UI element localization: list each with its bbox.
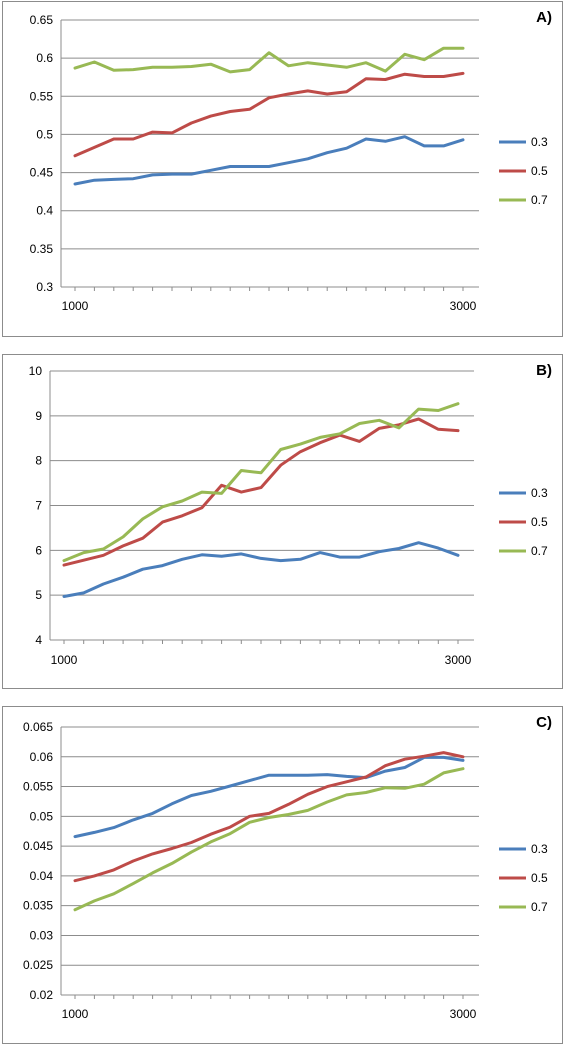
y-tick-label: 0.6 bbox=[36, 51, 53, 65]
series-line-0.7 bbox=[62, 402, 460, 563]
legend-label: 0.7 bbox=[531, 193, 548, 207]
chart-title: A) bbox=[536, 9, 552, 26]
line-chart-b: 4 5 6 7 8 9 10 1000 3000 0.3 0.5 0.7 bbox=[29, 364, 548, 667]
legend-label: 0.5 bbox=[531, 871, 548, 885]
y-tick-label: 0.05 bbox=[30, 809, 54, 823]
y-tick-label: 0.045 bbox=[23, 839, 53, 853]
series-line-0.3 bbox=[73, 135, 465, 186]
line-chart-c: 0.02 0.025 0.03 0.035 0.04 0.045 0.05 0.055 0.06… bbox=[23, 720, 548, 1021]
x-tick-label: 1000 bbox=[62, 299, 89, 313]
chart-title: B) bbox=[536, 362, 552, 379]
chart-title: C) bbox=[536, 714, 552, 731]
chart-panel-c: C) 0.02 0.025 0.03 0.035 0.04 0.045 0.05 0.055 0… bbox=[2, 706, 563, 1044]
y-tick-label: 0.3 bbox=[36, 280, 53, 294]
series-line-0.5 bbox=[73, 751, 465, 883]
y-tick-label: 0.45 bbox=[30, 166, 54, 180]
series-line-0.7 bbox=[73, 767, 465, 912]
y-tick-label: 0.4 bbox=[36, 204, 53, 218]
y-tick-label: 0.65 bbox=[30, 13, 54, 27]
y-tick-label: 0.02 bbox=[30, 988, 54, 1002]
legend-label: 0.7 bbox=[531, 900, 548, 914]
series-line-0.3 bbox=[73, 755, 465, 839]
series-line-0.5 bbox=[62, 417, 460, 567]
x-tick-label: 1000 bbox=[51, 653, 78, 667]
y-tick-label: 5 bbox=[35, 588, 42, 602]
y-tick-label: 0.055 bbox=[23, 780, 53, 794]
y-tick-label: 10 bbox=[29, 364, 43, 378]
legend-label: 0.3 bbox=[531, 842, 548, 856]
y-tick-label: 8 bbox=[35, 454, 42, 468]
chart-panel-b: B) 4 5 6 7 8 9 10 1000 3000 0.3 0.5 0.7 bbox=[2, 354, 563, 689]
y-tick-label: 9 bbox=[35, 409, 42, 423]
chart-panel-a: A) 0.3 0.35 0.4 0.45 0.5 0.55 0.6 0.65 1000 3000 0… bbox=[2, 1, 563, 337]
y-tick-label: 4 bbox=[35, 633, 42, 647]
y-tick-label: 0.5 bbox=[36, 127, 53, 141]
y-tick-label: 0.065 bbox=[23, 720, 53, 734]
legend-label: 0.7 bbox=[531, 544, 548, 558]
legend-label: 0.3 bbox=[531, 135, 548, 149]
legend-label: 0.3 bbox=[531, 486, 548, 500]
y-tick-label: 6 bbox=[35, 543, 42, 557]
series-line-0.5 bbox=[73, 71, 465, 158]
series-line-0.3 bbox=[62, 541, 460, 598]
x-tick-label: 3000 bbox=[445, 653, 472, 667]
y-tick-label: 7 bbox=[35, 499, 42, 513]
y-tick-label: 0.025 bbox=[23, 958, 53, 972]
y-tick-label: 0.04 bbox=[30, 869, 54, 883]
legend-label: 0.5 bbox=[531, 515, 548, 529]
line-chart-a: 0.3 0.35 0.4 0.45 0.5 0.55 0.6 0.65 1000 3000 0.3 0… bbox=[30, 13, 548, 313]
series-line-0.7 bbox=[73, 46, 465, 74]
y-tick-label: 0.035 bbox=[23, 899, 53, 913]
x-tick-label: 1000 bbox=[62, 1007, 89, 1021]
y-tick-label: 0.03 bbox=[30, 928, 54, 942]
y-tick-label: 0.06 bbox=[30, 750, 54, 764]
x-tick-label: 3000 bbox=[450, 1007, 477, 1021]
legend-label: 0.5 bbox=[531, 164, 548, 178]
y-tick-label: 0.55 bbox=[30, 89, 54, 103]
x-tick-label: 3000 bbox=[450, 299, 477, 313]
y-tick-label: 0.35 bbox=[30, 242, 54, 256]
